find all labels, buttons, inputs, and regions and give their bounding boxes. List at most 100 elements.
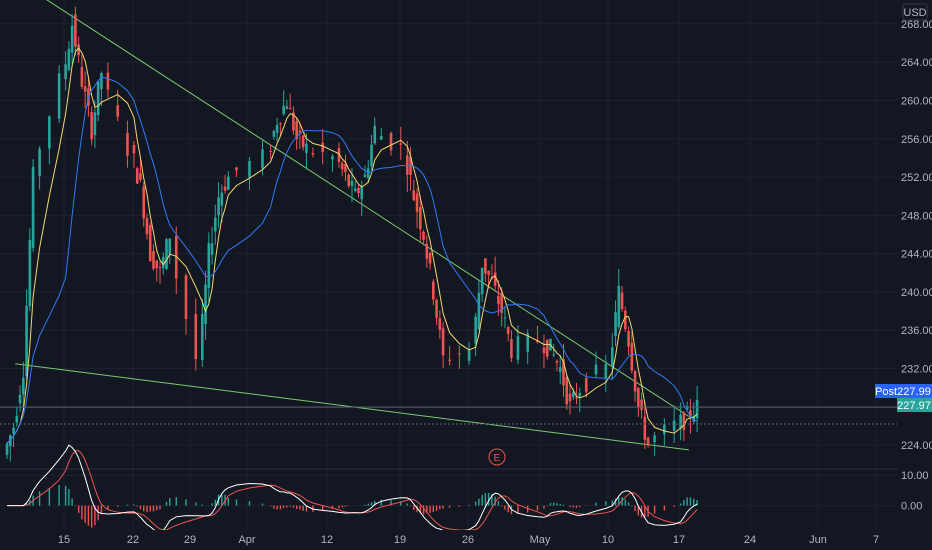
candle-down (174, 235, 178, 279)
time-tick-label: 19 (394, 534, 406, 546)
candle-up (672, 420, 676, 431)
candle-down (624, 310, 627, 330)
last-price-value: 227.97 (897, 400, 931, 412)
candle-up (370, 144, 373, 167)
macd-pane (7, 444, 698, 534)
candle-down (347, 174, 351, 186)
currency-button[interactable]: USD (902, 3, 928, 21)
candle-down (555, 360, 559, 363)
candle-down (497, 296, 500, 304)
candle-down (409, 156, 412, 175)
candle-down (542, 347, 546, 354)
candle-down (682, 412, 686, 430)
candle-down (340, 163, 344, 170)
candle-down (139, 173, 142, 180)
candle-down (132, 144, 136, 154)
candle-down (405, 155, 409, 175)
candle-down (419, 206, 422, 230)
candle-down (584, 378, 588, 392)
time-tick-label: 26 (462, 534, 474, 546)
time-tick-label: 24 (744, 534, 756, 546)
candle-down (344, 163, 347, 172)
candle-up (275, 124, 279, 133)
time-tick-label: 17 (673, 534, 685, 546)
candle-down (506, 327, 510, 334)
candle-down (545, 339, 549, 357)
candle-down (279, 123, 282, 125)
candle-down (575, 396, 578, 399)
earnings-event[interactable]: E (488, 448, 506, 466)
candle-up (552, 354, 556, 356)
candle-down (389, 133, 393, 151)
candle-up (227, 176, 230, 190)
candle-up (363, 174, 367, 177)
candle-up (379, 135, 383, 140)
candle-up (516, 336, 520, 360)
candle-up (22, 377, 25, 395)
candle-up (214, 217, 217, 232)
candle-up (25, 305, 28, 377)
candle-up (272, 130, 276, 137)
candle-up (48, 116, 51, 149)
candle-down (412, 190, 416, 201)
currency-button-bg (902, 3, 928, 21)
candle-up (96, 81, 100, 115)
candle-down (223, 186, 227, 191)
candle-down (158, 267, 162, 269)
candle-down (292, 112, 295, 131)
candle-up (594, 364, 598, 375)
candle-up (663, 424, 666, 435)
candle-up (558, 367, 562, 373)
candle-up (28, 239, 32, 307)
post-tag-label-bg (875, 384, 897, 398)
candle-up (477, 292, 481, 329)
candle-up (9, 435, 12, 447)
candle-down (399, 143, 403, 145)
currency-label: USD (903, 7, 926, 19)
candle-up (165, 239, 168, 269)
slow-ma-line (6, 76, 698, 445)
candle-up (248, 160, 251, 178)
candle-down (568, 393, 572, 402)
price-axis[interactable]: 224.00228.00232.00236.00240.00244.00248.… (897, 0, 932, 530)
candle-down (269, 150, 272, 152)
candle-down (321, 142, 324, 153)
candle-down (116, 105, 119, 117)
candle-down (441, 328, 445, 356)
candle-up (12, 427, 15, 434)
candle-down (298, 130, 302, 133)
candle-down (425, 243, 429, 259)
candle-down (155, 260, 159, 269)
candle-down (487, 270, 490, 275)
candle-up (350, 180, 354, 187)
candle-up (360, 186, 364, 200)
post-tag-value-bg (897, 384, 932, 398)
candle-up (67, 48, 71, 70)
candle-up (474, 316, 477, 344)
fast-ma-line (6, 47, 698, 445)
price-tick-label: 252.00 (901, 172, 932, 184)
candle-up (282, 105, 285, 115)
candle-down (337, 148, 341, 163)
candle-up (467, 349, 471, 361)
time-tick-label: 15 (58, 534, 70, 546)
candles (5, 6, 699, 462)
candle-down (77, 44, 80, 56)
candle-down (689, 410, 692, 418)
candle-up (207, 243, 211, 288)
candle-up (679, 414, 682, 429)
candle-up (571, 392, 575, 397)
post-tag-value: 227.99 (897, 386, 931, 398)
candle-up (38, 148, 41, 177)
candle-down (627, 331, 630, 347)
time-axis[interactable]: 15 22 29 Apr 12 19 26 May 10 17 24 Jun 7 (0, 530, 932, 550)
time-tick-label: 29 (184, 534, 196, 546)
moving-averages (6, 47, 698, 445)
candle-up (100, 73, 103, 90)
candle-down (184, 275, 188, 320)
candle-down (620, 292, 624, 310)
upper-trendline[interactable] (25, 0, 690, 417)
candle-up (64, 64, 67, 80)
